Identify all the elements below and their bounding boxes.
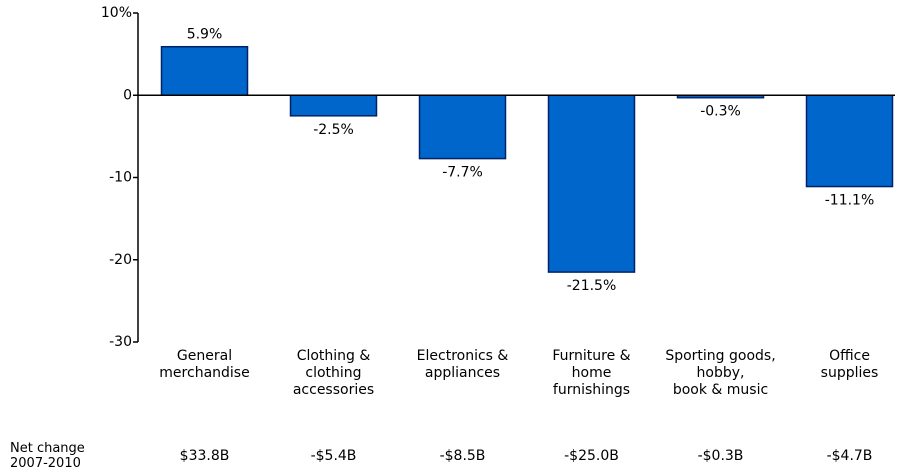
net-change-value: -$25.0B — [564, 448, 619, 464]
value-label: -21.5% — [567, 278, 617, 294]
y-tick-label: 10% — [101, 5, 132, 21]
x-tick-label: Office supplies — [821, 348, 879, 381]
net-change-label: Net change 2007-2010 — [10, 441, 85, 471]
y-tick-label: 0 — [123, 87, 132, 103]
bar — [418, 94, 507, 160]
net-change-value: -$4.7B — [827, 448, 873, 464]
net-change-value: -$8.5B — [440, 448, 486, 464]
x-tick-label: Sporting goods, hobby, book & music — [665, 348, 775, 398]
bar — [547, 94, 636, 273]
y-tick-label: -20 — [109, 252, 132, 268]
x-tick-label: Furniture & home furnishings — [552, 348, 630, 398]
value-label: -0.3% — [700, 104, 741, 120]
net-change-value: -$0.3B — [698, 448, 744, 464]
x-tick-label: Clothing & clothing accessories — [293, 348, 374, 398]
value-label: 5.9% — [187, 27, 223, 43]
y-tick-label: -10 — [109, 170, 132, 186]
bar — [805, 94, 894, 188]
x-tick-label: General merchandise — [159, 348, 249, 381]
net-change-value: -$5.4B — [311, 448, 357, 464]
value-label: -7.7% — [442, 165, 483, 181]
y-tick-label: -30 — [109, 334, 132, 350]
value-label: -11.1% — [825, 193, 875, 209]
net-change-value: $33.8B — [180, 448, 230, 464]
bar — [160, 45, 249, 96]
value-label: -2.5% — [313, 122, 354, 138]
bar — [289, 94, 378, 117]
x-tick-label: Electronics & appliances — [417, 348, 509, 381]
